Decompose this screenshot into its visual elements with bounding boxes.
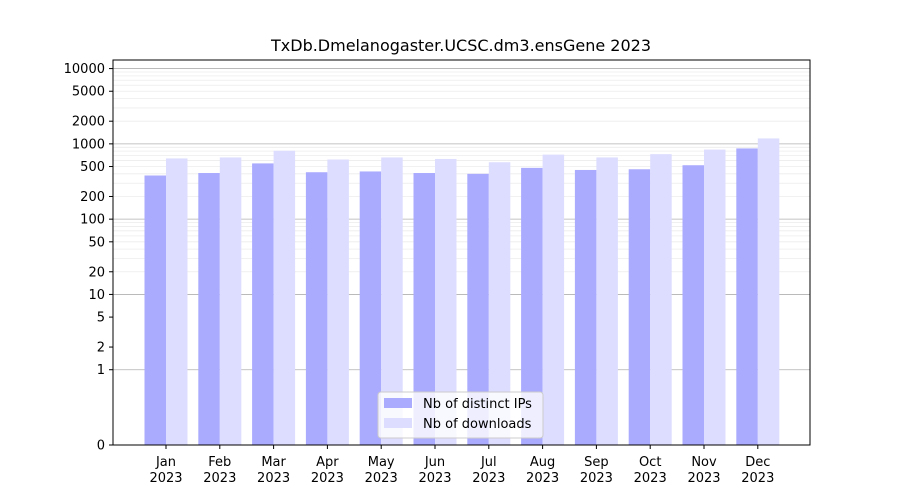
bar-distinct-ips	[413, 173, 435, 445]
y-tick-label: 100	[80, 213, 105, 228]
bar-distinct-ips	[574, 169, 597, 445]
x-tick-label-year: 2023	[634, 471, 667, 486]
bar-downloads	[704, 149, 726, 445]
x-tick-label-year: 2023	[149, 471, 182, 486]
bar-distinct-ips	[198, 173, 220, 445]
x-tick-label-month: May	[368, 455, 395, 470]
y-tick-label: 2000	[72, 115, 105, 130]
bar-downloads	[488, 162, 511, 445]
bar-downloads	[166, 158, 188, 445]
x-tick-label-month: Oct	[639, 455, 661, 470]
x-tick-label-month: Dec	[745, 455, 770, 470]
bar-downloads	[273, 150, 296, 445]
bar-downloads	[381, 157, 403, 445]
chart-title: TxDb.Dmelanogaster.UCSC.dm3.ensGene 2023	[270, 36, 651, 55]
y-tick-label: 10	[88, 288, 105, 303]
bar-distinct-ips	[682, 165, 704, 445]
x-tick-label-month: Aug	[530, 455, 555, 470]
y-tick-label: 50	[88, 235, 105, 250]
x-tick-label-year: 2023	[472, 471, 505, 486]
bar-downloads	[596, 157, 618, 445]
x-axis: Jan2023Feb2023Mar2023Apr2023May2023Jun20…	[149, 445, 774, 486]
x-tick-label-month: Apr	[316, 455, 339, 470]
legend-swatch	[384, 398, 412, 408]
bar-distinct-ips	[305, 172, 328, 446]
legend-label: Nb of downloads	[423, 417, 532, 432]
legend-swatch	[384, 418, 412, 428]
x-tick-label-month: Nov	[691, 455, 717, 470]
x-tick-label-year: 2023	[257, 471, 290, 486]
bar-distinct-ips	[736, 148, 758, 445]
legend-box	[377, 391, 544, 439]
x-tick-label-year: 2023	[526, 471, 559, 486]
bar-distinct-ips	[359, 171, 382, 446]
x-tick-label-month: Jan	[155, 455, 176, 470]
x-tick-label-month: Sep	[584, 455, 609, 470]
bar-distinct-ips	[628, 169, 651, 445]
bar-downloads	[327, 159, 349, 445]
x-tick-label-month: Mar	[261, 455, 286, 470]
plot-frame	[112, 59, 811, 446]
x-tick-label-month: Feb	[208, 455, 231, 470]
bar-distinct-ips	[144, 175, 166, 446]
y-tick-label: 2	[97, 341, 105, 356]
x-tick-label-year: 2023	[687, 471, 720, 486]
bar-downloads	[757, 138, 780, 445]
y-tick-label: 1000	[72, 137, 105, 152]
bar-downloads	[435, 158, 457, 445]
x-tick-label-year: 2023	[365, 471, 398, 486]
x-tick-label-year: 2023	[580, 471, 613, 486]
y-tick-label: 20	[88, 265, 105, 280]
x-tick-label-year: 2023	[741, 471, 774, 486]
y-tick-label: 10000	[64, 62, 105, 77]
y-tick-label: 0	[97, 439, 105, 454]
x-tick-label-year: 2023	[311, 471, 344, 486]
bar-distinct-ips	[252, 163, 274, 445]
x-tick-label-month: Jul	[480, 455, 497, 470]
legend-label: Nb of distinct IPs	[423, 397, 532, 412]
y-tick-label: 5	[97, 311, 105, 326]
legend: Nb of distinct IPs Nb of downloads	[377, 391, 544, 439]
y-tick-label: 500	[80, 160, 105, 175]
y-tick-label: 200	[80, 190, 105, 205]
bars-layer	[144, 138, 780, 446]
x-tick-label-month: Jun	[424, 455, 445, 470]
bar-downloads	[650, 154, 672, 446]
bar-distinct-ips	[467, 173, 489, 446]
bar-downloads	[219, 157, 242, 445]
y-axis: 0 1 2 5 10 20 50 100 200 500 1000 2000 5000 10000	[64, 62, 113, 454]
x-tick-label-year: 2023	[203, 471, 236, 486]
bar-downloads	[542, 154, 565, 445]
x-tick-label-year: 2023	[418, 471, 451, 486]
y-tick-label: 1	[97, 363, 105, 378]
y-tick-label: 5000	[72, 85, 105, 100]
bar-distinct-ips	[521, 167, 543, 445]
